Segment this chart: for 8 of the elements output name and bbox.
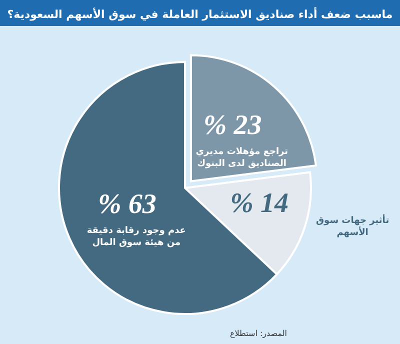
data-label: % 63 <box>98 189 156 220</box>
chart-title: ماسبب ضعف أداء صناديق الاستثمار العاملة في سوق الأسهم السعودية؟ <box>7 7 393 21</box>
data-label: % 23 <box>203 110 262 141</box>
data-label: % 14 <box>230 188 288 220</box>
slice-label: عدم وجود رقابة دقيقة من هيئة سوق المال <box>86 226 186 248</box>
text: المصدر: استطلاع <box>230 329 287 338</box>
slice-label: تراجع مؤهلات مديري الصناديق لدى البنوك <box>196 146 288 169</box>
slice-label: تأثير جهات سوق الأسهم <box>316 214 390 238</box>
